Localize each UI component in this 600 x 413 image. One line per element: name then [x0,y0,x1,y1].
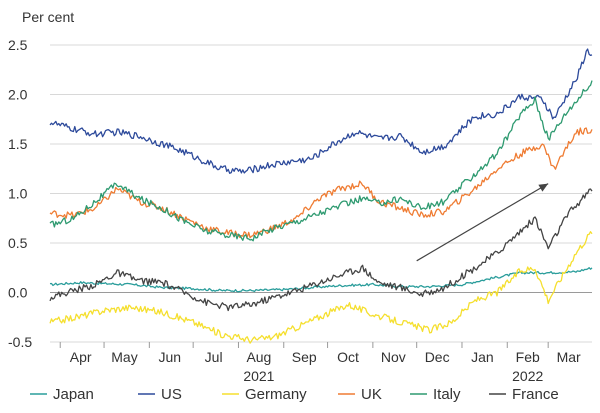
series-lines [49,48,593,344]
legend-label: Japan [53,386,94,403]
legend-label: France [512,386,559,403]
x-tick-label: May [111,349,137,365]
arrow-head [538,183,549,192]
series-line-uk [49,127,593,239]
gridlines [50,44,592,343]
legend-label: Italy [433,386,461,403]
x-axis: Apr May Jun Jul Aug Sep Oct Nov Dec Jan Feb Mar 2021… [59,342,581,384]
series-line-germany [49,231,593,344]
x-tick-label: Mar [557,349,581,365]
y-axis: 2.5 2.0 1.5 1.0 0.5 0.0 -0.5 [8,37,32,350]
x-tick-label: Jul [205,349,223,365]
x-tick-label: Dec [425,349,450,365]
series-line-us [49,48,593,174]
y-tick-label: 1.5 [8,136,28,152]
series-line-japan [49,267,593,293]
y-axis-unit-label: Per cent [22,9,74,25]
series-line-italy [49,80,593,242]
legend-label: Germany [245,386,307,403]
x-tick-label: Jun [159,349,182,365]
x-year-label: 2021 [243,368,274,384]
arrow-shaft [416,183,549,262]
y-tick-label: 0.0 [8,285,28,301]
y-tick-label: 1.0 [8,186,28,202]
legend-label: US [161,386,182,403]
y-tick-label: 2.5 [8,37,28,53]
y-tick-label: 2.0 [8,87,28,103]
legend-label: UK [361,386,382,403]
x-tick-label: Apr [70,349,92,365]
x-tick-label: Aug [246,349,271,365]
y-tick-label: -0.5 [8,334,32,350]
x-tick-label: Oct [337,349,359,365]
x-tick-label: Nov [381,349,406,365]
x-year-label: 2022 [512,368,543,384]
x-tick-label: Feb [516,349,540,365]
y-tick-label: 0.5 [8,235,28,251]
x-tick-label: Sep [292,349,317,365]
series-line-france [49,188,593,312]
trend-arrow [416,183,549,262]
legend: Japan US Germany UK Italy France [30,386,559,403]
x-tick-label: Jan [471,349,494,365]
